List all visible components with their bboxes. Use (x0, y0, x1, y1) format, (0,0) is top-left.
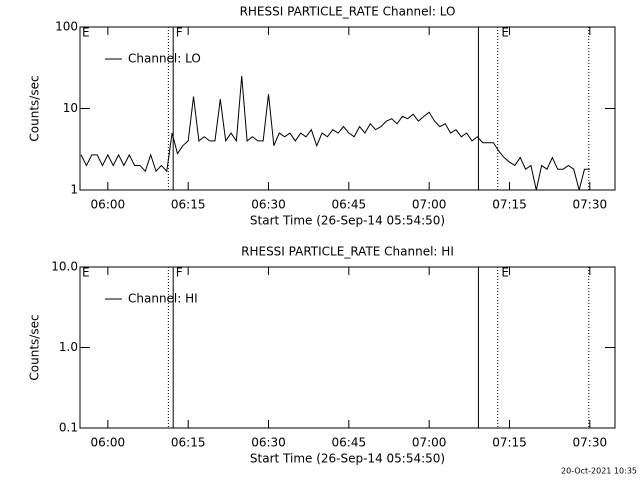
x-tick-label: 07:15 (492, 436, 527, 450)
x-tick-label: 06:15 (171, 436, 206, 450)
y-axis-label: Counts/sec (28, 314, 42, 380)
x-tick-label: 06:30 (251, 436, 286, 450)
x-tick-label: 06:45 (332, 436, 367, 450)
x-tick-label: 07:00 (412, 436, 447, 450)
legend-label: Channel: HI (128, 292, 198, 306)
y-tick-label: 1 (70, 183, 78, 197)
flag-label: E (501, 266, 509, 280)
y-axis-label: Counts/sec (28, 75, 42, 141)
chart-title: RHESSI PARTICLE_RATE Channel: LO (240, 5, 456, 19)
y-tick-label: 100 (55, 20, 78, 34)
x-axis-label: Start Time (26-Sep-14 05:54:50) (250, 452, 445, 466)
x-tick-label: 06:15 (171, 198, 206, 212)
x-tick-label: 06:30 (251, 198, 286, 212)
flag-label: E (82, 26, 90, 40)
y-tick-label: 10.0 (51, 260, 78, 274)
y-tick-label: 1.0 (59, 340, 78, 354)
flag-label: F (176, 26, 183, 40)
chart-title: RHESSI PARTICLE_RATE Channel: HI (241, 245, 454, 259)
x-tick-label: 07:30 (573, 198, 608, 212)
series-line (80, 76, 590, 191)
x-tick-label: 07:30 (573, 436, 608, 450)
legend-label: Channel: LO (128, 52, 201, 66)
footer: 20-Oct-2021 10:35 (561, 467, 637, 476)
flag-label: E (82, 266, 90, 280)
x-tick-label: 06:00 (91, 198, 126, 212)
flag-label: E (501, 26, 509, 40)
flag-label: F (176, 266, 183, 280)
y-tick-label: 10 (63, 101, 78, 115)
x-tick-label: 06:45 (332, 198, 367, 212)
x-tick-label: 06:00 (91, 436, 126, 450)
x-tick-label: 07:15 (492, 198, 527, 212)
x-tick-label: 07:00 (412, 198, 447, 212)
y-tick-label: 0.1 (59, 421, 78, 435)
x-axis-label: Start Time (26-Sep-14 05:54:50) (250, 214, 445, 228)
